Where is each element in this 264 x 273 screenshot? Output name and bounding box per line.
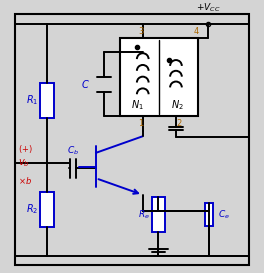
Bar	[205, 203, 213, 226]
Text: 2: 2	[176, 118, 182, 127]
Bar	[120, 38, 199, 116]
Bar	[40, 192, 54, 227]
Text: $(+)$: $(+)$	[18, 143, 32, 155]
Text: 3: 3	[138, 27, 143, 36]
Text: $R_2$: $R_2$	[26, 203, 38, 216]
Text: $C_e$: $C_e$	[218, 208, 230, 221]
Text: 1: 1	[138, 118, 143, 127]
Text: $R_e$: $R_e$	[138, 208, 150, 221]
Text: $C_b$: $C_b$	[67, 145, 79, 157]
Text: $N_2$: $N_2$	[172, 98, 184, 112]
Text: $N_1$: $N_1$	[131, 98, 144, 112]
Bar	[40, 82, 54, 118]
Text: 4: 4	[194, 27, 199, 36]
Text: $\times b$: $\times b$	[18, 175, 32, 186]
Text: $+V_{CC}$: $+V_{CC}$	[196, 2, 220, 14]
Bar	[152, 197, 165, 232]
Text: $v_b$: $v_b$	[18, 157, 30, 168]
Text: $C$: $C$	[81, 78, 90, 90]
Text: $R_1$: $R_1$	[26, 93, 38, 107]
